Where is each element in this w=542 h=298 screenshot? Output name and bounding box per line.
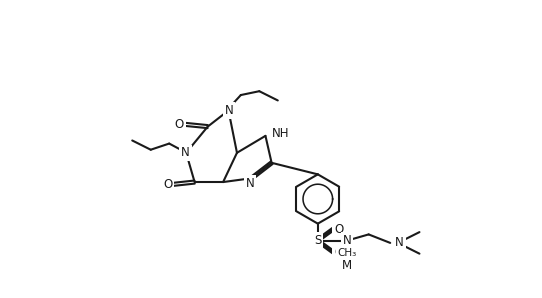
Text: N: N — [246, 177, 254, 190]
Text: O: O — [175, 118, 184, 131]
Text: O: O — [334, 246, 343, 259]
Text: M: M — [342, 259, 352, 272]
Text: O: O — [334, 223, 343, 235]
Text: N: N — [343, 234, 351, 247]
Text: N: N — [395, 236, 404, 249]
Text: N: N — [181, 146, 190, 159]
Text: S: S — [314, 234, 321, 247]
Text: O: O — [163, 178, 172, 191]
Text: NH: NH — [272, 127, 289, 140]
Text: CH₃: CH₃ — [338, 248, 357, 258]
Text: N: N — [225, 104, 234, 117]
